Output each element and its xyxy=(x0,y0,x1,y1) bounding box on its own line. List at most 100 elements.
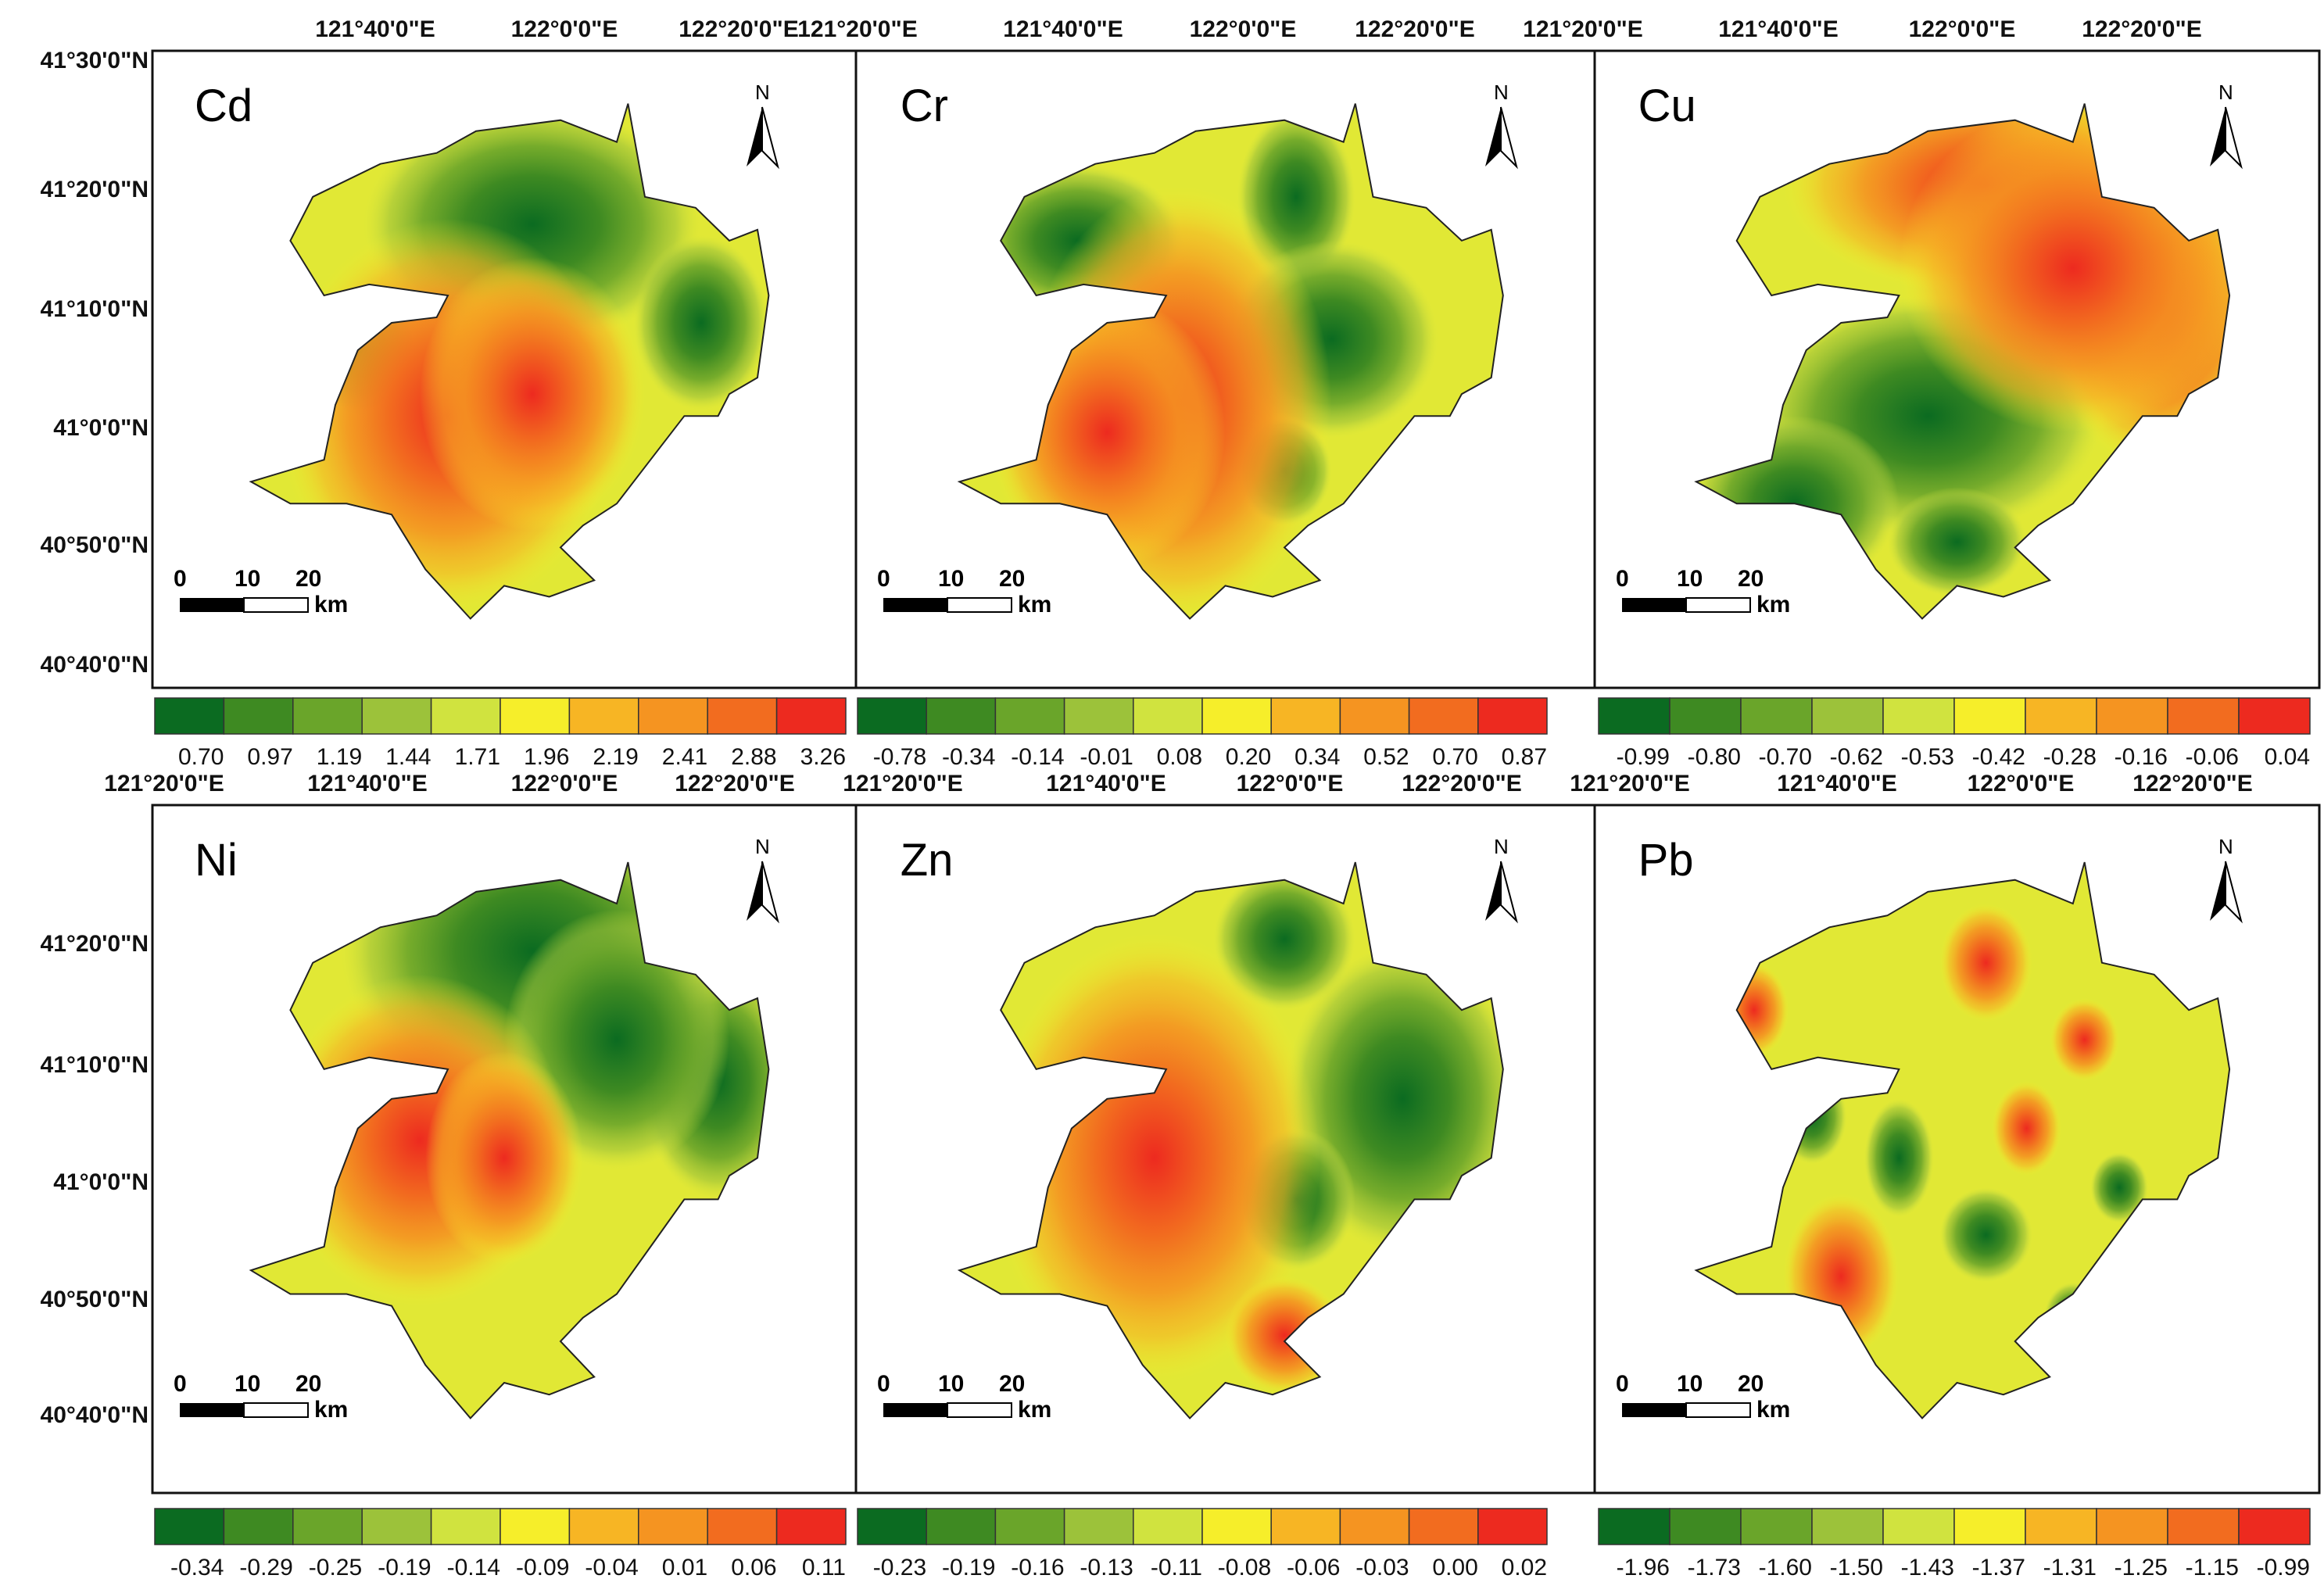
legend-value: -0.29 xyxy=(239,1555,292,1580)
legend-value: 0.52 xyxy=(1363,744,1409,770)
scale-unit: km xyxy=(314,1397,348,1423)
scale-tick-label: 0 xyxy=(174,1371,187,1397)
legend-value: 3.26 xyxy=(800,744,846,770)
legend-value: -0.19 xyxy=(378,1555,431,1580)
color-legend: -0.23 -0.19 -0.16 -0.13 -0.11 -0.08 -0.06 -0.03… xyxy=(857,1508,1548,1580)
longitude-label: 122°0'0"E xyxy=(511,771,618,796)
longitude-label: 121°40'0"E xyxy=(1777,771,1896,796)
color-legend: 0.70 0.97 1.19 1.44 1.71 1.96 2.19 2.41 2.88 3.26 xyxy=(154,697,847,770)
legend-value: -1.60 xyxy=(1759,1555,1812,1580)
longitude-label: 121°40'0"E xyxy=(1046,771,1166,796)
legend-value: 0.87 xyxy=(1502,744,1547,770)
legend-swatch xyxy=(1882,1508,1955,1545)
legend-value: -0.34 xyxy=(170,1555,224,1580)
north-arrow-icon: N xyxy=(747,81,779,170)
latitude-label: 41°30'0"N xyxy=(41,48,149,73)
study-area-boundary xyxy=(249,103,770,620)
legend-swatch xyxy=(926,1508,997,1545)
legend-value: 2.41 xyxy=(662,744,707,770)
legend-swatch xyxy=(1740,1508,1813,1545)
low-value-zone xyxy=(2090,1151,2149,1223)
legend-value: -0.23 xyxy=(873,1555,926,1580)
scale-tick-label: 10 xyxy=(1677,1371,1703,1397)
high-value-zone xyxy=(420,256,645,532)
element-label: Cd xyxy=(195,81,252,131)
legend-value: 0.08 xyxy=(1157,744,1202,770)
legend-swatch xyxy=(223,697,294,735)
legend-swatch xyxy=(292,697,363,735)
north-arrow-icon: N xyxy=(2210,81,2243,170)
legend-value: -0.14 xyxy=(447,1555,500,1580)
north-arrow-icon: N xyxy=(747,835,779,924)
longitude-label: 122°0'0"E xyxy=(1909,16,2016,42)
legend-swatch xyxy=(857,697,927,735)
latitude-label: 40°40'0"N xyxy=(41,652,149,678)
legend-value: -0.19 xyxy=(942,1555,995,1580)
legend-swatch xyxy=(1201,697,1272,735)
legend-swatch xyxy=(1270,697,1341,735)
study-area-boundary xyxy=(1694,861,2231,1419)
legend-swatch xyxy=(361,1508,432,1545)
legend-swatch xyxy=(2167,1508,2240,1545)
latitude-label: 41°20'0"N xyxy=(41,931,149,957)
legend-swatch xyxy=(707,1508,778,1545)
legend-swatch xyxy=(1270,1508,1341,1545)
high-value-zone xyxy=(1991,1081,2061,1176)
longitude-label: 121°40'0"E xyxy=(315,16,435,42)
legend-swatch xyxy=(994,697,1065,735)
legend-value: 1.96 xyxy=(524,744,569,770)
longitude-label: 122°20'0"E xyxy=(675,771,794,796)
legend-swatch xyxy=(1408,697,1479,735)
study-area-boundary xyxy=(957,103,1504,620)
legend-swatch xyxy=(154,1508,225,1545)
latitude-label: 41°20'0"N xyxy=(41,177,149,202)
element-label: Ni xyxy=(195,835,238,886)
legend-swatch xyxy=(1339,697,1410,735)
legend-value: 0.70 xyxy=(178,744,224,770)
low-value-zone xyxy=(633,234,769,411)
legend-swatch xyxy=(2025,1508,2097,1545)
legend-value: 0.01 xyxy=(662,1555,707,1580)
longitude-label: 122°0'0"E xyxy=(1968,771,2075,796)
north-arrow-icon: N xyxy=(2210,835,2243,924)
legend-swatch xyxy=(775,697,847,735)
legend-value: -0.53 xyxy=(1901,744,1954,770)
scale-tick-label: 10 xyxy=(938,566,964,592)
legend-swatch xyxy=(638,1508,708,1545)
legend-value: -0.25 xyxy=(309,1555,362,1580)
legend-swatch xyxy=(500,697,571,735)
longitude-label: 122°20'0"E xyxy=(1402,771,1521,796)
low-value-zone xyxy=(1939,1187,2032,1283)
legend-value: 2.19 xyxy=(593,744,638,770)
legend-swatch xyxy=(1477,697,1548,735)
longitude-label: 121°20'0"E xyxy=(797,16,917,42)
longitude-label: 121°20'0"E xyxy=(843,771,962,796)
longitude-label: 121°20'0"E xyxy=(1570,771,1689,796)
legend-value: 0.34 xyxy=(1294,744,1340,770)
scale-tick-label: 20 xyxy=(295,566,321,592)
longitude-label: 122°0'0"E xyxy=(1190,16,1297,42)
longitude-label: 121°40'0"E xyxy=(1003,16,1123,42)
high-value-zone xyxy=(1939,904,2032,1022)
legend-swatch xyxy=(994,1508,1065,1545)
legend-value: -0.28 xyxy=(2043,744,2097,770)
svg-text:N: N xyxy=(1494,835,1509,858)
latitude-label: 41°0'0"N xyxy=(53,415,149,441)
legend-swatch xyxy=(430,1508,501,1545)
longitude-label: 122°20'0"E xyxy=(2132,771,2252,796)
legend-swatch xyxy=(1882,697,1955,735)
scale-tick-label: 0 xyxy=(1616,566,1629,592)
legend-value: 1.19 xyxy=(317,744,362,770)
legend-swatch xyxy=(1201,1508,1272,1545)
legend-swatch xyxy=(1063,1508,1134,1545)
latitude-label: 40°50'0"N xyxy=(41,1287,149,1312)
study-area-boundary xyxy=(1694,103,2231,620)
